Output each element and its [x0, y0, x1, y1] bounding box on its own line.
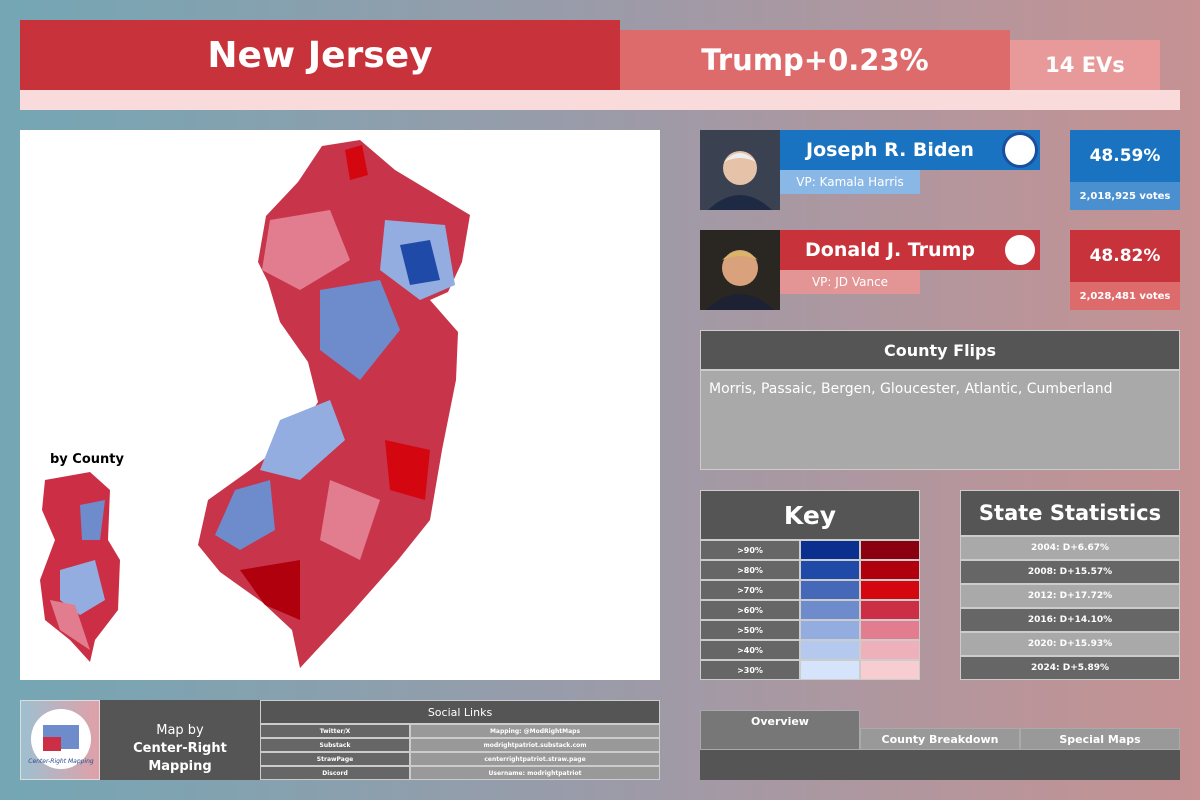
region: [345, 145, 368, 180]
social-table: Twitter/X Mapping: @ModRightMaps Substack m…: [260, 724, 660, 780]
key-swatch: [860, 640, 920, 660]
margin: Trump+0.23%: [620, 30, 1010, 90]
inset-region: [60, 560, 105, 615]
credits-line: Map by: [156, 723, 204, 738]
logo: Center-Right Mapping: [28, 709, 94, 769]
logo-text: Center-Right Mapping: [28, 758, 94, 765]
region: [385, 440, 430, 500]
stats-table: 2004: D+6.67% 2008: D+15.57% 2012: D+17.72…: [960, 536, 1180, 680]
key-swatch: [800, 640, 860, 660]
region: [240, 560, 300, 620]
tab[interactable]: Overview: [700, 710, 860, 750]
key-swatch: [860, 560, 920, 580]
key-swatch: [860, 540, 920, 560]
key-swatch: [860, 600, 920, 620]
candidate-photo: [700, 130, 780, 210]
stat-row: 2012: D+17.72%: [960, 584, 1180, 608]
key-swatch: [860, 580, 920, 600]
stats-title: State Statistics: [960, 490, 1180, 536]
stat-row: 2020: D+15.93%: [960, 632, 1180, 656]
running-mate: VP: JD Vance: [780, 270, 920, 294]
candidate-name: Joseph R. Biden: [780, 130, 1040, 170]
stat-row: 2004: D+6.67%: [960, 536, 1180, 560]
key-label: >30%: [700, 660, 800, 680]
social-name: Substack: [260, 738, 410, 752]
social-name: StrawPage: [260, 752, 410, 766]
flips-title: County Flips: [700, 330, 1180, 370]
key-swatch: [860, 660, 920, 680]
running-mate: VP: Kamala Harris: [780, 170, 920, 194]
party-logo: [1002, 132, 1038, 168]
key-swatch: [800, 600, 860, 620]
key-label: >60%: [700, 600, 800, 620]
key-label: >40%: [700, 640, 800, 660]
electoral-votes: 14 EVs: [1010, 40, 1160, 90]
vote-count: 2,028,481 votes: [1070, 282, 1180, 310]
credits-name: Center-Right Mapping: [133, 741, 227, 774]
photo: [708, 151, 772, 210]
stat-row: 2008: D+15.57%: [960, 560, 1180, 584]
region: [320, 480, 380, 560]
flips-text: Morris, Passaic, Bergen, Gloucester, Atl…: [700, 370, 1180, 470]
social-handle[interactable]: Username: modrightpatriot: [410, 766, 660, 780]
social-name: Twitter/X: [260, 724, 410, 738]
vote-percent: 48.59%: [1070, 130, 1180, 182]
key-label: >70%: [700, 580, 800, 600]
social-title: Social Links: [260, 700, 660, 724]
stat-row: 2016: D+14.10%: [960, 608, 1180, 632]
social-handle[interactable]: centerrightpatriot.straw.page: [410, 752, 660, 766]
candidate-name: Donald J. Trump: [780, 230, 1040, 270]
region: [262, 210, 350, 290]
key-swatch: [860, 620, 920, 640]
key-swatch: [800, 620, 860, 640]
tab-panel: [700, 750, 1180, 780]
inset-region: [80, 500, 105, 540]
key-swatch: [800, 560, 860, 580]
social-handle[interactable]: modrightpatriot.substack.com: [410, 738, 660, 752]
party-logo: [1002, 232, 1038, 268]
credits-box: Map by Center-Right Mapping: [100, 700, 260, 780]
key-swatch: [800, 540, 860, 560]
state-title: New Jersey: [20, 20, 620, 90]
social-name: Discord: [260, 766, 410, 780]
map: by County: [40, 140, 470, 668]
state-shape: [198, 140, 470, 668]
key-table: >90% >80% >70% >60% >50% >40% >30%: [700, 540, 920, 680]
header-strip: [20, 90, 1180, 110]
vote-count: 2,018,925 votes: [1070, 182, 1180, 210]
tab-bar: Overview County Breakdown Special Maps: [700, 710, 1180, 780]
key-title: Key: [700, 490, 920, 540]
tab[interactable]: County Breakdown: [860, 728, 1020, 750]
region: [260, 400, 345, 480]
key-label: >90%: [700, 540, 800, 560]
tab[interactable]: Special Maps: [1020, 728, 1180, 750]
key-swatch: [800, 660, 860, 680]
key-label: >80%: [700, 560, 800, 580]
vote-percent: 48.82%: [1070, 230, 1180, 282]
social-handle[interactable]: Mapping: @ModRightMaps: [410, 724, 660, 738]
logo-box: Center-Right Mapping: [20, 700, 100, 780]
region: [320, 280, 400, 380]
region: [215, 480, 275, 550]
inset-label: by County: [50, 452, 125, 467]
photo: [706, 250, 774, 310]
key-label: >50%: [700, 620, 800, 640]
key-swatch: [800, 580, 860, 600]
region: [400, 240, 440, 285]
stat-row: 2024: D+5.89%: [960, 656, 1180, 680]
candidate-photo: [700, 230, 780, 310]
map-panel: by County: [20, 130, 660, 680]
inset-region: [50, 600, 90, 650]
